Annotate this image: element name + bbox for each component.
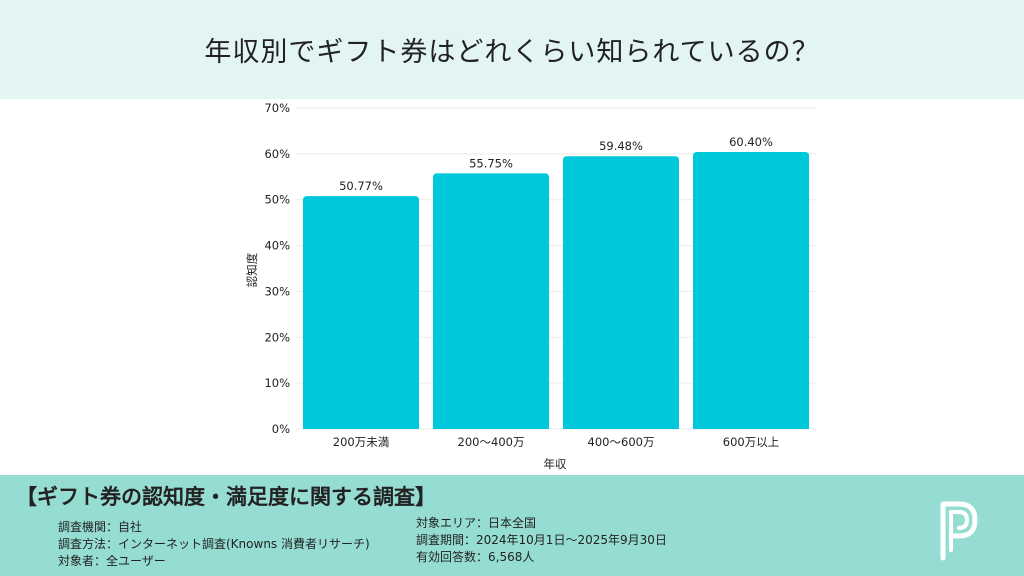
x-axis-label: 年収 [544,457,567,471]
survey-area: 対象エリア：日本全国 [416,516,537,530]
x-axis-ticks: 200万未満 200〜400万 400〜600万 600万以上 [333,435,779,449]
bar-value-label: 60.40% [729,135,773,149]
survey-info-right: 対象エリア：日本全国 調査期間：2024年10月1日〜2025年9月30日 有効… [416,515,667,566]
chart-bars [303,152,809,430]
survey-info-left: 調査機関：自社 調査方法：インターネット調査(Knowns 消費者リサーチ) 対… [58,519,370,570]
y-axis-ticks: 0% 10% 20% 30% 40% 50% 60% 70% [264,101,290,436]
header-banner: 年収別でギフト券はどれくらい知られているの？ [0,0,1024,99]
bar-value-label: 55.75% [469,156,513,170]
y-tick-label: 30% [264,284,290,298]
page-title: 年収別でギフト券はどれくらい知られているの？ [204,37,820,68]
survey-info-panel: 【ギフト券の認知度・満足度に関する調査】 調査機関：自社 調査方法：インターネッ… [0,475,1024,576]
p-logo-icon [940,501,978,561]
survey-responses: 有効回答数：6,568人 [416,550,535,564]
survey-agency: 調査機関：自社 [58,520,143,534]
bar-value-labels: 50.77% 55.75% 59.48% 60.40% [339,135,773,193]
bar-value-label: 59.48% [599,139,643,153]
x-tick-label: 200万未満 [333,435,389,449]
x-tick-label: 600万以上 [723,435,779,449]
bar [563,156,679,430]
y-tick-label: 10% [264,376,290,390]
y-axis-label: 認知度 [245,252,259,287]
bar [303,196,419,429]
survey-method: 調査方法：インターネット調査(Knowns 消費者リサーチ) [58,537,370,551]
survey-target: 対象者：全ユーザー [58,554,166,568]
y-tick-label: 40% [264,239,290,253]
x-tick-label: 400〜600万 [588,435,655,449]
bar [693,152,809,429]
y-tick-label: 50% [264,193,290,207]
y-tick-label: 20% [264,330,290,344]
bar-chart: 0% 10% 20% 30% 40% 50% 60% 70% 50.77% 55.75% 59.4… [245,101,816,471]
survey-period: 調査期間：2024年10月1日〜2025年9月30日 [416,533,667,547]
y-tick-label: 70% [264,101,290,115]
bar-value-label: 50.77% [339,179,383,193]
bar [433,173,549,429]
survey-title: 【ギフト券の認知度・満足度に関する調査】 [16,485,436,509]
x-tick-label: 200〜400万 [458,435,525,449]
y-tick-label: 0% [272,422,290,436]
y-tick-label: 60% [264,147,290,161]
